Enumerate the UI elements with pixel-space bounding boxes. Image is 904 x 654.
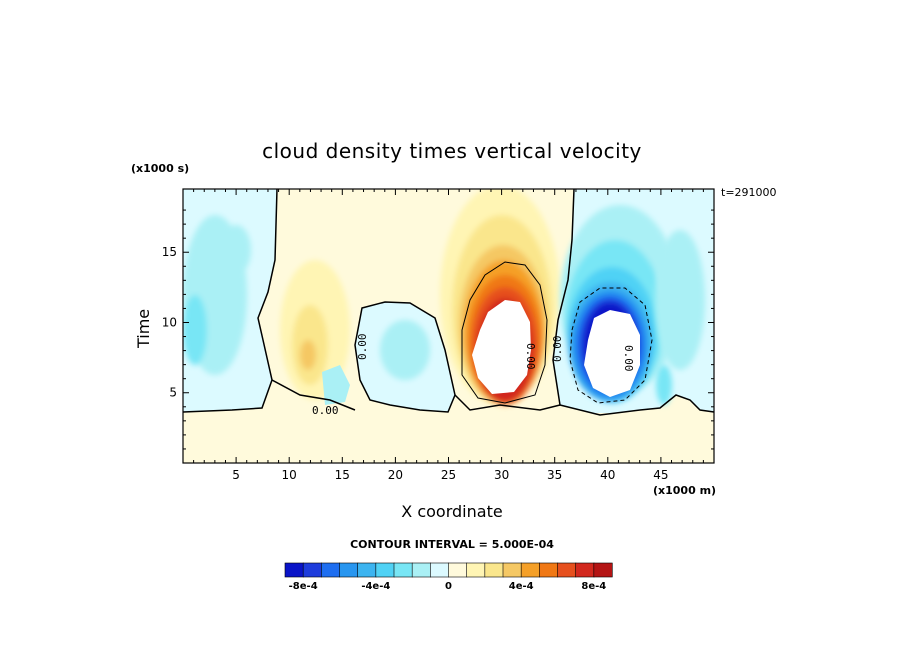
contour-label: 0.00	[524, 343, 537, 370]
chart-title: cloud density times vertical velocity	[262, 139, 642, 163]
x-tick-label: 40	[600, 468, 615, 482]
x-axis-unit: (x1000 m)	[653, 484, 717, 497]
timestamp-label: t=291000	[721, 186, 777, 199]
contour-labels-layer: 0.00 0.00 0.00 0.00 0.00	[312, 334, 635, 418]
x-tick-label: 25	[441, 468, 456, 482]
colorbar-swatch	[375, 562, 395, 578]
x-tick-label: 5	[232, 468, 240, 482]
colorbar-swatch	[339, 562, 359, 578]
field-layer	[183, 189, 714, 463]
contour-label: 0.00	[622, 345, 635, 372]
neg-band-2	[183, 295, 207, 365]
colorbar-swatch	[357, 562, 377, 578]
colorbar-swatch	[557, 562, 577, 578]
downdraft-core-blank	[584, 310, 640, 397]
pos-left-3	[300, 340, 316, 370]
contour-interval-label: CONTOUR INTERVAL = 5.000E-04	[350, 538, 554, 551]
neg-far-right-1	[655, 230, 705, 370]
x-tick-label: 45	[653, 468, 668, 482]
y-tick-label: 15	[162, 245, 177, 259]
contour-label: 0.00	[551, 336, 564, 363]
x-tick-label: 10	[282, 468, 297, 482]
colorbar: -8e-4 -4e-4 0 4e-4 8e-4	[284, 562, 613, 592]
colorbar-swatch	[448, 562, 468, 578]
colorbar-swatch	[321, 562, 341, 578]
x-tick-label: 35	[547, 468, 562, 482]
colorbar-swatch	[466, 562, 486, 578]
colorbar-swatch	[393, 562, 413, 578]
contour-label: 0.00	[356, 334, 369, 361]
axis-ticks: 5 10 15 20 25 30 35 40 45 5 10 15	[162, 189, 714, 482]
updraft-core-blank	[472, 300, 531, 394]
neg-band-3	[221, 225, 251, 275]
x-axis-label: X coordinate	[401, 502, 503, 521]
colorbar-tick-label: -4e-4	[361, 581, 390, 592]
y-axis-unit: (x1000 s)	[131, 162, 190, 175]
x-tick-label: 20	[388, 468, 403, 482]
colorbar-swatch	[484, 562, 504, 578]
neg-mid-1	[380, 320, 430, 380]
colorbar-swatch	[430, 562, 450, 578]
x-tick-label: 15	[335, 468, 350, 482]
contour-label: 0.00	[312, 404, 339, 417]
neg-far-right-2	[656, 365, 672, 405]
colorbar-swatch	[575, 562, 595, 578]
colorbar-swatch	[539, 562, 559, 578]
colorbar-swatch	[411, 562, 431, 578]
lower-calm-zone	[183, 413, 714, 463]
x-tick-label: 30	[494, 468, 509, 482]
colorbar-swatch	[502, 562, 522, 578]
negative-small-lobe	[322, 365, 350, 405]
colorbar-tick-label: 4e-4	[509, 581, 534, 592]
colorbar-tick-label: -8e-4	[289, 581, 318, 592]
colorbar-swatch	[284, 562, 304, 578]
colorbar-swatch	[520, 562, 540, 578]
inner-contours	[461, 261, 653, 404]
y-tick-label: 5	[169, 386, 177, 400]
colorbar-tick-label: 0	[445, 581, 452, 592]
zero-contours	[183, 189, 714, 416]
y-tick-label: 10	[162, 315, 177, 329]
colorbar-swatch	[593, 562, 613, 578]
colorbar-swatch	[302, 562, 322, 578]
colorbar-tick-label: 8e-4	[581, 581, 606, 592]
